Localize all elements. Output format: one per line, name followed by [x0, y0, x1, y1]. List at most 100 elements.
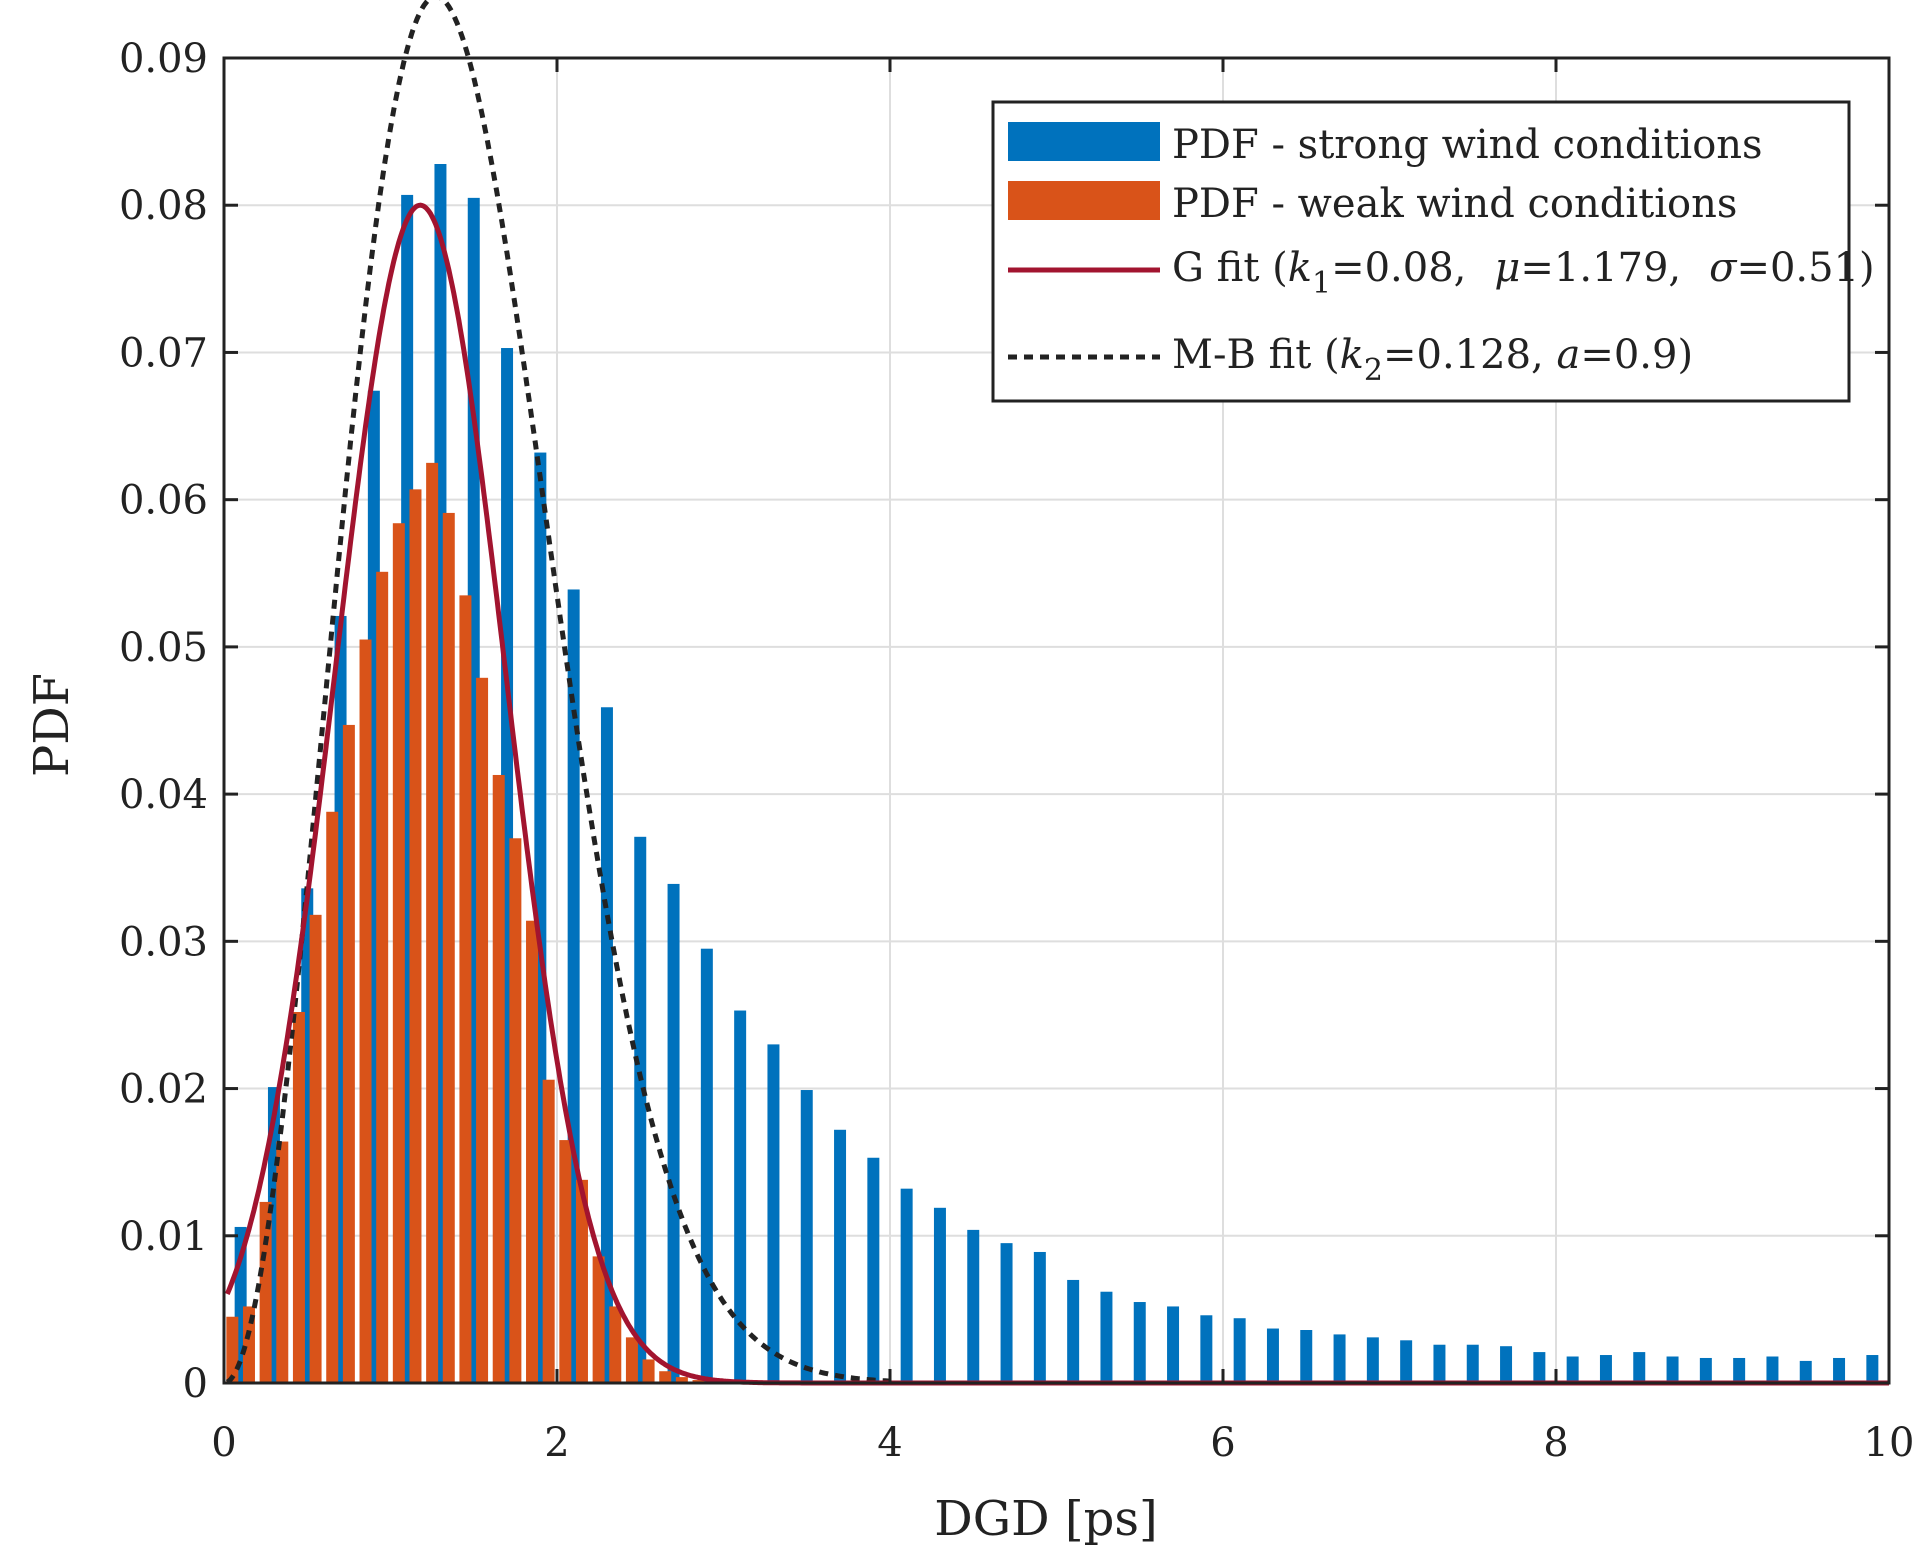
strong-wind-bar — [1300, 1330, 1313, 1383]
strong-wind-bar — [933, 1207, 946, 1383]
plot-frame — [222, 56, 1891, 1385]
legend-swatch-weak — [1008, 181, 1160, 220]
x-tick-label: 0 — [211, 1420, 236, 1466]
x-tick-label: 2 — [544, 1420, 569, 1466]
strong-wind-bar — [734, 1010, 747, 1383]
strong-wind-bar — [1266, 1328, 1279, 1383]
strong-wind-bars — [234, 164, 1879, 1384]
strong-wind-bar — [1599, 1355, 1612, 1383]
strong-wind-bar — [900, 1188, 913, 1383]
y-tick-label: 0.05 — [119, 625, 208, 671]
strong-wind-bar — [1433, 1344, 1446, 1383]
strong-wind-bar — [867, 1157, 880, 1383]
weak-wind-bar — [609, 1306, 622, 1383]
strong-wind-bar — [1200, 1315, 1213, 1383]
strong-wind-bar — [1366, 1337, 1379, 1383]
legend-label-g-fit: G fit (k1=0.08, μ=1.179, σ=0.51) — [1172, 245, 1875, 301]
strong-wind-bar — [834, 1129, 847, 1383]
strong-wind-bar — [501, 348, 514, 1383]
strong-wind-bar — [667, 883, 680, 1383]
y-tick-label: 0 — [183, 1361, 208, 1407]
strong-wind-bar — [267, 1087, 280, 1383]
mb-fit-line — [225, 0, 891, 1385]
strong-wind-bar — [467, 197, 480, 1384]
y-tick-labels: 0 0.01 0.02 0.03 0.04 0.05 0.06 0.07 0.08 0.09 — [119, 36, 208, 1407]
weak-wind-bar — [542, 1079, 555, 1383]
weak-wind-bars — [226, 462, 722, 1384]
tick-marks — [222, 56, 1891, 1385]
strong-wind-bar — [967, 1229, 980, 1383]
strong-wind-bar — [301, 888, 314, 1383]
weak-wind-bar — [492, 774, 505, 1383]
strong-wind-bar — [1533, 1352, 1546, 1383]
y-tick-label: 0.08 — [119, 183, 208, 229]
strong-wind-bar — [1833, 1357, 1846, 1383]
weak-wind-bar — [442, 512, 455, 1383]
strong-wind-bar — [1666, 1356, 1679, 1383]
weak-wind-bar — [326, 811, 339, 1383]
weak-wind-bar — [426, 462, 439, 1384]
weak-wind-bar — [642, 1359, 655, 1383]
strong-wind-bar — [1633, 1352, 1646, 1383]
weak-wind-bar — [409, 489, 422, 1384]
strong-wind-bar — [767, 1044, 780, 1383]
strong-wind-bar — [401, 194, 414, 1384]
strong-wind-bar — [700, 948, 713, 1383]
y-tick-label: 0.09 — [119, 36, 208, 82]
legend-label-weak: PDF - weak wind conditions — [1172, 181, 1737, 227]
legend-label-mb-fit: M-B fit (k2=0.128, a=0.9) — [1172, 332, 1693, 388]
strong-wind-bar — [1233, 1318, 1246, 1383]
weak-wind-bar — [392, 523, 405, 1383]
strong-wind-bar — [1699, 1357, 1712, 1383]
strong-wind-bar — [1167, 1306, 1180, 1383]
strong-wind-bar — [1766, 1356, 1779, 1383]
weak-wind-bar — [226, 1316, 239, 1383]
strong-wind-bar — [367, 390, 380, 1383]
weak-wind-bar — [575, 1179, 588, 1383]
weak-wind-bar — [675, 1377, 688, 1383]
legend-label-strong: PDF - strong wind conditions — [1172, 122, 1763, 168]
strong-wind-bar — [334, 615, 347, 1383]
strong-wind-bar — [1799, 1360, 1812, 1383]
y-tick-label: 0.07 — [119, 330, 208, 376]
strong-wind-bar — [1500, 1346, 1513, 1383]
weak-wind-bar — [342, 724, 355, 1383]
strong-wind-bar — [634, 836, 647, 1383]
strong-wind-bar — [534, 452, 547, 1383]
weak-wind-bar — [476, 677, 489, 1383]
y-tick-label: 0.01 — [119, 1214, 208, 1260]
weak-wind-bar — [559, 1140, 572, 1383]
y-tick-label: 0.06 — [119, 478, 208, 524]
legend-swatch-strong — [1008, 122, 1160, 161]
weak-wind-bar — [276, 1141, 289, 1383]
legend: PDF - strong wind conditions PDF - weak … — [991, 100, 1875, 403]
x-tick-label: 10 — [1864, 1420, 1915, 1466]
x-axis-label: DGD [ps] — [934, 1491, 1157, 1547]
strong-wind-bar — [1566, 1356, 1579, 1383]
x-tick-label: 6 — [1210, 1420, 1235, 1466]
strong-wind-bar — [1100, 1291, 1113, 1383]
weak-wind-bar — [526, 920, 539, 1383]
strong-wind-bar — [234, 1226, 247, 1383]
weak-wind-bar — [292, 1012, 305, 1383]
strong-wind-bar — [800, 1090, 813, 1383]
strong-wind-bar — [600, 707, 613, 1383]
weak-wind-bar — [259, 1201, 272, 1383]
strong-wind-bar — [1133, 1302, 1146, 1383]
strong-wind-bar — [434, 164, 447, 1383]
strong-wind-bar — [567, 589, 580, 1383]
weak-wind-bar — [242, 1306, 255, 1383]
weak-wind-bar — [592, 1256, 605, 1383]
weak-wind-bar — [459, 595, 472, 1383]
weak-wind-bar — [509, 838, 522, 1383]
strong-wind-bar — [1067, 1279, 1080, 1383]
weak-wind-bar — [625, 1337, 638, 1383]
y-tick-label: 0.04 — [119, 772, 208, 818]
weak-wind-bar — [659, 1371, 672, 1383]
weak-wind-bar — [359, 639, 372, 1383]
strong-wind-bar — [1333, 1334, 1346, 1383]
strong-wind-bar — [1466, 1344, 1479, 1383]
x-tick-label: 4 — [877, 1420, 902, 1466]
strong-wind-bar — [1733, 1357, 1746, 1383]
